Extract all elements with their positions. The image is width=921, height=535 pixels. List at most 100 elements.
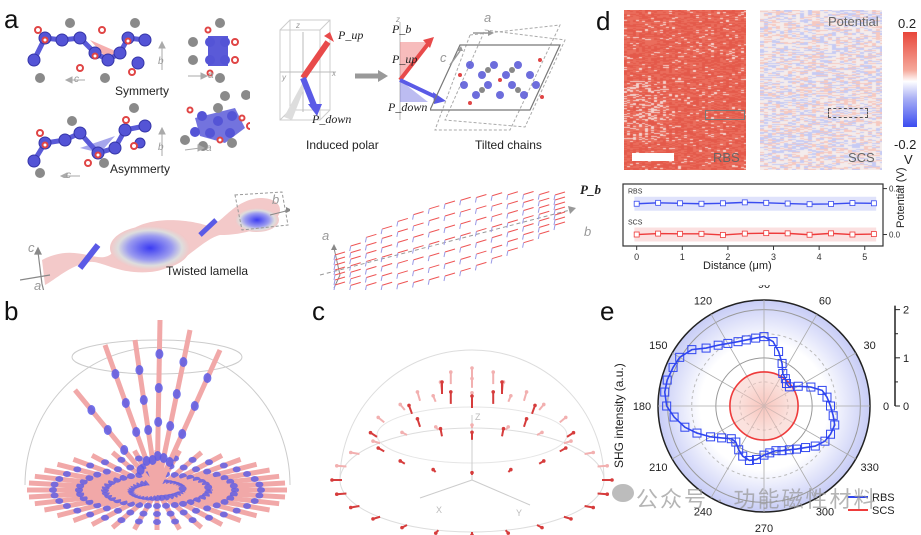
vector-head bbox=[605, 492, 610, 497]
data-point-rbs bbox=[825, 401, 835, 411]
lamella-twist bbox=[170, 502, 179, 509]
chain-segment bbox=[522, 202, 525, 208]
data-point bbox=[763, 230, 770, 237]
lamella-twist bbox=[205, 514, 213, 521]
vector-head bbox=[509, 467, 513, 472]
caption-induced-polar: Induced polar bbox=[306, 138, 379, 152]
x-tick-label: 0 bbox=[634, 252, 639, 262]
polarization-arrow bbox=[429, 276, 440, 281]
vector-head bbox=[368, 430, 373, 435]
chain-segment bbox=[459, 271, 462, 277]
polarization-arrow bbox=[381, 281, 393, 286]
lamella-twist bbox=[120, 445, 129, 455]
induced-polar-diagram: z z x y bbox=[279, 15, 446, 121]
vector-head bbox=[376, 446, 381, 450]
vector-head bbox=[569, 439, 573, 443]
axis-c-label: c bbox=[74, 74, 79, 85]
chain-segment bbox=[490, 247, 493, 254]
series-band-scs bbox=[634, 227, 877, 242]
polarization-arrow bbox=[554, 196, 566, 201]
polarization-arrow bbox=[397, 238, 409, 243]
polarization-arrow bbox=[476, 250, 487, 255]
data-point-rbs bbox=[733, 337, 743, 347]
vector-head bbox=[470, 470, 474, 475]
hemisphere-polarization-vectors: X Y Z bbox=[330, 349, 614, 535]
data-point-rbs bbox=[771, 446, 781, 456]
data-point-rbs bbox=[810, 441, 820, 451]
vector-head bbox=[491, 370, 496, 374]
polarization-arrow bbox=[444, 260, 456, 265]
data-point-rbs bbox=[687, 345, 697, 355]
colorbar-min: -0.2 bbox=[894, 137, 917, 152]
polarization-arrow bbox=[334, 276, 346, 281]
polarization-arrow bbox=[397, 228, 409, 233]
lamella-twist bbox=[192, 507, 200, 514]
vector-head bbox=[376, 415, 381, 420]
polarization-arrow bbox=[460, 267, 471, 272]
inline-label-rbs: RBS bbox=[628, 189, 643, 196]
lamella-twist bbox=[243, 503, 252, 509]
wechat-icon bbox=[612, 484, 634, 502]
axis-c-label: c bbox=[28, 240, 35, 255]
vector-head bbox=[470, 423, 474, 427]
svg-text:z: z bbox=[395, 15, 400, 24]
lamella-twist bbox=[119, 474, 128, 481]
data-point-rbs bbox=[768, 337, 778, 347]
vector-head bbox=[524, 417, 529, 421]
angle-tick-label: 210 bbox=[649, 462, 667, 474]
linecut-box-scs bbox=[828, 108, 868, 118]
data-point bbox=[784, 230, 791, 237]
vector-head bbox=[563, 446, 568, 450]
polarization-arrow bbox=[413, 267, 424, 272]
data-point-rbs bbox=[692, 428, 702, 438]
svg-text:Y: Y bbox=[516, 508, 522, 518]
vector-head bbox=[506, 425, 511, 429]
legend-label-rbs: RBS bbox=[872, 492, 895, 504]
lamella-twist bbox=[85, 475, 94, 481]
chain-segment bbox=[553, 199, 556, 206]
lamella-twist bbox=[155, 349, 164, 359]
polarization-arrow bbox=[491, 202, 503, 207]
polarization-arrow bbox=[539, 204, 550, 209]
data-point-rbs bbox=[675, 352, 685, 362]
data-point bbox=[677, 200, 683, 207]
chain-segment bbox=[522, 194, 525, 200]
vector-head bbox=[506, 531, 511, 535]
angle-tick-label: 270 bbox=[755, 523, 773, 535]
chain-segment bbox=[333, 254, 336, 261]
chain-segment bbox=[380, 247, 383, 253]
vector-head bbox=[540, 430, 544, 435]
chain-segment bbox=[459, 223, 462, 229]
angle-tick-label: 180 bbox=[633, 401, 651, 413]
lamella-twist bbox=[143, 502, 152, 509]
chain-segment bbox=[490, 258, 493, 264]
chain-segment bbox=[412, 237, 415, 243]
vector-head bbox=[431, 467, 435, 472]
data-point-rbs bbox=[806, 382, 816, 392]
symmetry-chain bbox=[27, 18, 152, 83]
vector-head bbox=[398, 402, 403, 407]
axis-a-label: a bbox=[34, 278, 42, 293]
lamella-twist bbox=[132, 427, 141, 437]
chain-segment bbox=[396, 273, 399, 279]
lamella-twist bbox=[55, 497, 64, 504]
lamella-ribbon bbox=[154, 319, 163, 491]
data-point-rbs bbox=[723, 338, 733, 348]
data-point-rbs bbox=[774, 347, 784, 357]
polarization-arrow bbox=[413, 233, 424, 238]
vector-label-p-up: P_up bbox=[392, 52, 418, 66]
polarization-arrow bbox=[554, 201, 566, 206]
polarization-arrow bbox=[413, 279, 424, 283]
svg-text:y: y bbox=[281, 73, 287, 82]
lamella-twist bbox=[203, 468, 212, 475]
data-point-rbs bbox=[780, 374, 790, 384]
plot-frame bbox=[622, 183, 884, 247]
data-point-rbs bbox=[784, 445, 794, 455]
lamella-twist bbox=[73, 466, 82, 473]
vector-head bbox=[470, 390, 474, 395]
asymmetry-chain bbox=[27, 103, 152, 178]
chain-segment bbox=[459, 200, 462, 206]
lamella-twist bbox=[144, 425, 153, 435]
polarization-arrow bbox=[366, 265, 377, 270]
data-point bbox=[828, 230, 834, 237]
